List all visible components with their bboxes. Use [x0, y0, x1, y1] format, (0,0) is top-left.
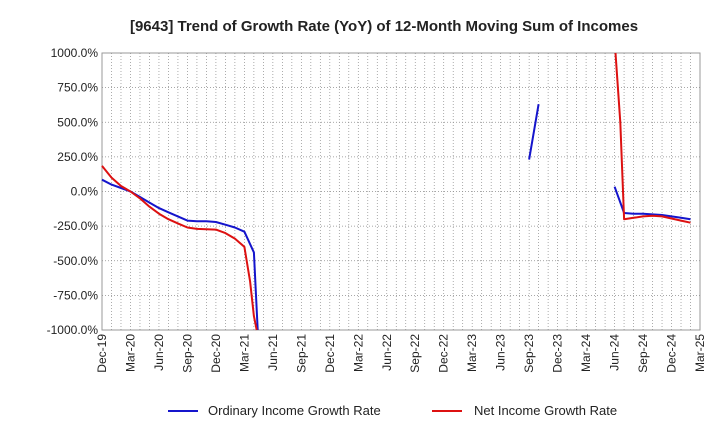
- y-tick-label: -1000.0%: [47, 323, 99, 337]
- x-tick-label: Jun-24: [608, 334, 622, 371]
- x-tick-label: Jun-22: [380, 334, 394, 371]
- grid: [101, 52, 701, 331]
- x-tick-label: Sep-24: [636, 334, 650, 373]
- x-tick-label: Mar-21: [237, 334, 251, 372]
- y-tick-label: -500.0%: [53, 254, 98, 268]
- y-tick-label: 500.0%: [57, 115, 98, 129]
- plot-area: [101, 52, 701, 331]
- legend: Ordinary Income Growth Rate Net Income Gr…: [168, 403, 617, 418]
- x-tick-label: Sep-23: [522, 334, 536, 373]
- x-tick-label: Sep-20: [180, 334, 194, 373]
- x-tick-label: Mar-23: [465, 334, 479, 372]
- x-tick-label: Dec-21: [323, 334, 337, 373]
- x-tick-label: Mar-25: [693, 334, 707, 372]
- series: [101, 52, 691, 331]
- x-tick-label: Dec-24: [665, 334, 679, 373]
- series-line-1: [614, 52, 691, 224]
- x-tick-label: Dec-20: [209, 334, 223, 373]
- x-tick-label: Dec-22: [437, 334, 451, 373]
- axes: 1000.0% 750.0% 500.0% 250.0% 0.0% -250.0% -500…: [47, 46, 707, 373]
- x-tick-label: Sep-21: [294, 334, 308, 373]
- x-tick-label: Dec-23: [551, 334, 565, 373]
- x-tick-label: Mar-20: [123, 334, 137, 372]
- x-tick-label: Jun-21: [266, 334, 280, 371]
- x-tick-label: Mar-22: [351, 334, 365, 372]
- chart-title: [9643] Trend of Growth Rate (YoY) of 12-…: [130, 18, 638, 35]
- series-line-0: [528, 104, 540, 160]
- y-tick-label: 0.0%: [71, 185, 99, 199]
- y-tick-label: -750.0%: [53, 288, 98, 302]
- x-tick-label: Jun-20: [152, 334, 166, 371]
- x-tick-label: Sep-22: [408, 334, 422, 373]
- legend-label: Ordinary Income Growth Rate: [208, 403, 381, 418]
- y-tick-label: -250.0%: [53, 219, 98, 233]
- y-tick-label: 250.0%: [57, 150, 98, 164]
- x-tick-label: Jun-23: [494, 334, 508, 371]
- series-line-0: [613, 186, 691, 221]
- series-line-1: [101, 165, 258, 331]
- x-tick-label: Dec-19: [95, 334, 109, 373]
- y-tick-label: 750.0%: [57, 81, 98, 95]
- y-tick-label: 1000.0%: [51, 46, 99, 60]
- legend-label: Net Income Growth Rate: [474, 403, 617, 418]
- x-tick-label: Mar-24: [579, 334, 593, 372]
